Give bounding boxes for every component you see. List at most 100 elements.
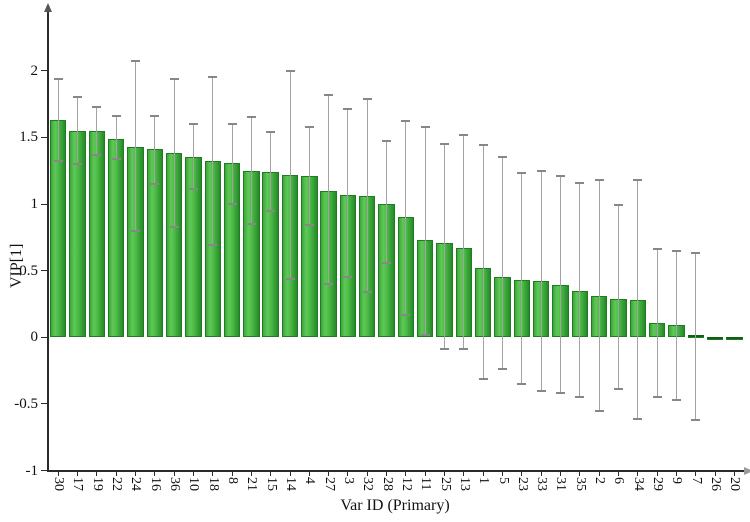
error-bar-cap	[575, 181, 585, 184]
x-tick-label: 20	[727, 477, 743, 491]
x-axis-tick	[173, 472, 175, 476]
error-bar-stem	[328, 94, 330, 284]
error-bar-stem	[695, 253, 697, 420]
x-tick-label: 13	[456, 477, 472, 491]
error-bar-stem	[482, 145, 484, 379]
error-bar-stem	[96, 106, 98, 155]
y-tick-label: 2	[30, 62, 39, 79]
vip-bar-26[interactable]	[706, 337, 724, 341]
error-bar-cap	[613, 204, 623, 207]
x-tick-label: 6	[611, 477, 627, 484]
error-bar-cap	[594, 179, 604, 181]
error-bar-cap	[517, 382, 527, 385]
error-bar-stem	[540, 170, 542, 391]
error-bar-cap	[130, 60, 140, 63]
vip-bar-22[interactable]	[107, 138, 125, 338]
x-axis-tick	[115, 472, 117, 476]
error-bar-cap	[420, 125, 430, 128]
x-axis-tick	[328, 472, 330, 476]
x-tick-label: 9	[669, 477, 685, 484]
error-bar-cap	[575, 396, 585, 399]
error-bar-cap	[227, 123, 237, 126]
error-bar-cap	[691, 418, 701, 421]
error-bar-stem	[231, 124, 233, 204]
error-bar-cap	[536, 169, 546, 172]
error-bar-cap	[633, 179, 643, 181]
x-axis-arrow-icon	[744, 467, 750, 475]
error-bar-cap	[478, 377, 488, 380]
x-axis-tick	[559, 472, 561, 476]
error-bar-stem	[444, 144, 446, 350]
x-axis-tick	[289, 472, 291, 476]
error-bar-cap	[208, 76, 218, 79]
y-tick-label: -1	[25, 462, 39, 479]
error-bar-stem	[173, 78, 175, 227]
error-bar-stem	[656, 249, 658, 398]
x-tick-label: 35	[572, 477, 588, 491]
error-bar-cap	[285, 69, 295, 72]
error-bar-cap	[343, 276, 353, 279]
error-bar-cap	[227, 203, 237, 205]
x-axis-tick	[96, 472, 98, 476]
error-bar-cap	[208, 244, 218, 247]
error-bar-cap	[246, 222, 256, 225]
y-axis-line	[47, 10, 49, 471]
x-axis-tick	[231, 472, 233, 476]
error-bar-cap	[304, 125, 314, 128]
x-axis-tick	[733, 472, 735, 476]
error-bar-cap	[324, 93, 334, 96]
vip-bar-19[interactable]	[88, 130, 105, 338]
x-axis-tick	[212, 472, 214, 476]
error-bar-cap	[498, 368, 508, 371]
y-tick-label: 0	[30, 329, 39, 346]
x-axis-tick	[714, 472, 716, 476]
x-tick-label: 26	[708, 477, 724, 491]
error-bar-cap	[130, 229, 140, 232]
error-bar-stem	[617, 205, 619, 390]
x-tick-label: 11	[418, 477, 434, 491]
error-bar-cap	[401, 120, 411, 123]
y-axis-tick	[41, 70, 47, 72]
error-bar-cap	[440, 348, 450, 351]
error-bar-cap	[459, 133, 469, 136]
error-bar-cap	[498, 156, 508, 159]
error-bar-cap	[150, 115, 160, 118]
x-tick-label: 33	[534, 477, 550, 491]
error-bar-stem	[347, 109, 349, 278]
x-axis-tick	[637, 472, 639, 476]
x-tick-label: 2	[592, 477, 608, 484]
error-bar-cap	[362, 290, 372, 293]
x-tick-label: 15	[263, 477, 279, 491]
error-bar-cap	[53, 77, 63, 80]
x-tick-label: 23	[514, 477, 530, 491]
error-bar-stem	[57, 78, 59, 162]
error-bar-stem	[289, 70, 291, 279]
error-bar-cap	[652, 396, 662, 399]
error-bar-cap	[169, 225, 179, 228]
error-bar-cap	[169, 77, 179, 80]
error-bar-cap	[555, 392, 565, 395]
error-bar-stem	[386, 141, 388, 263]
error-bar-cap	[304, 224, 314, 227]
error-bar-cap	[246, 116, 256, 119]
x-tick-label: 29	[650, 477, 666, 491]
y-axis-tick	[41, 270, 47, 272]
x-tick-label: 14	[283, 477, 298, 491]
error-bar-stem	[308, 126, 310, 226]
x-axis-tick	[154, 472, 156, 476]
error-bar-stem	[154, 116, 156, 184]
error-bar-cap	[72, 163, 82, 165]
x-tick-label: 17	[70, 477, 86, 491]
error-bar-stem	[502, 157, 504, 370]
error-bar-stem	[250, 117, 252, 224]
x-tick-label: 8	[225, 477, 241, 484]
x-tick-label: 30	[51, 477, 67, 491]
error-bar-cap	[266, 209, 276, 212]
error-bar-cap	[362, 97, 372, 100]
x-tick-label: 18	[205, 477, 221, 491]
vip-bar-20[interactable]	[726, 337, 743, 341]
error-bar-stem	[637, 180, 639, 419]
x-axis-tick	[308, 472, 310, 476]
x-axis-tick	[482, 472, 484, 476]
x-axis-tick	[347, 472, 349, 476]
